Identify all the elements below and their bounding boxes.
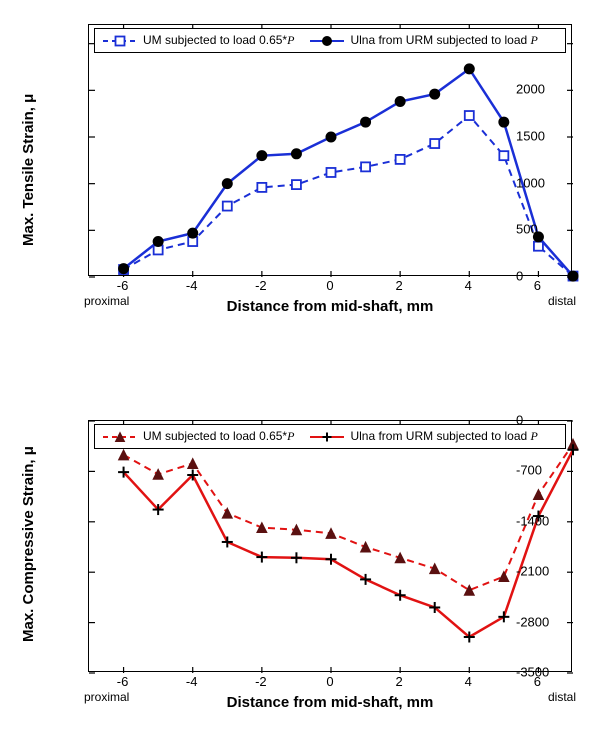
tensile-plot-area	[88, 24, 572, 276]
legend-item: Ulna from URM subjected to load P	[310, 33, 537, 48]
distal-label: distal	[548, 690, 576, 704]
legend-marker-icon	[310, 34, 344, 48]
x-tick-label: 0	[326, 674, 333, 689]
x-tick-label: 4	[465, 674, 472, 689]
x-tick-label: -2	[255, 278, 267, 293]
x-tick-label: 6	[534, 278, 541, 293]
legend-label: Ulna from URM subjected to load P	[350, 33, 537, 48]
x-tick-label: 6	[534, 674, 541, 689]
x-tick-label: -6	[117, 674, 129, 689]
x-tick-label: 4	[465, 278, 472, 293]
y-axis-label: Max. Tensile Strain, μ	[20, 93, 37, 245]
legend-marker-icon	[310, 430, 344, 444]
y-tick-label: 2000	[516, 82, 598, 97]
y-tick-label: -1400	[516, 513, 598, 528]
y-tick-label: 1000	[516, 175, 598, 190]
proximal-label: proximal	[84, 294, 129, 308]
tensile-chart: 05001000150020002500-6-4-20246Max. Tensi…	[0, 6, 604, 346]
x-tick-label: 2	[396, 674, 403, 689]
compressive-chart: -3500-2800-2100-1400-7000-6-4-20246Max. …	[0, 402, 604, 742]
legend-label: Ulna from URM subjected to load P	[350, 429, 537, 444]
y-tick-label: -2100	[516, 564, 598, 579]
legend-label: UM subjected to load 0.65*P	[143, 33, 294, 48]
legend-label: UM subjected to load 0.65*P	[143, 429, 294, 444]
x-tick-label: -4	[186, 278, 198, 293]
y-tick-label: 500	[516, 222, 598, 237]
x-axis-label: Distance from mid-shaft, mm	[227, 694, 434, 711]
y-tick-label: 1500	[516, 129, 598, 144]
page: 05001000150020002500-6-4-20246Max. Tensi…	[0, 0, 604, 752]
x-tick-label: -2	[255, 674, 267, 689]
legend-item: UM subjected to load 0.65*P	[103, 429, 294, 444]
y-tick-label: -3500	[516, 665, 598, 680]
x-tick-label: 2	[396, 278, 403, 293]
x-axis-label: Distance from mid-shaft, mm	[227, 298, 434, 315]
y-tick-label: 0	[516, 269, 598, 284]
legend-item: UM subjected to load 0.65*P	[103, 33, 294, 48]
distal-label: distal	[548, 294, 576, 308]
legend-marker-icon	[103, 430, 137, 444]
y-tick-label: -2800	[516, 614, 598, 629]
x-tick-label: 0	[326, 278, 333, 293]
y-axis-label: Max. Compressive Strain, μ	[20, 446, 37, 642]
legend-item: Ulna from URM subjected to load P	[310, 429, 537, 444]
y-tick-label: -700	[516, 463, 598, 478]
compressive-plot-area	[88, 420, 572, 672]
x-tick-label: -4	[186, 674, 198, 689]
legend: UM subjected to load 0.65*P Ulna from UR…	[94, 28, 566, 53]
x-tick-label: -6	[117, 278, 129, 293]
proximal-label: proximal	[84, 690, 129, 704]
legend-marker-icon	[103, 34, 137, 48]
legend: UM subjected to load 0.65*P Ulna from UR…	[94, 424, 566, 449]
